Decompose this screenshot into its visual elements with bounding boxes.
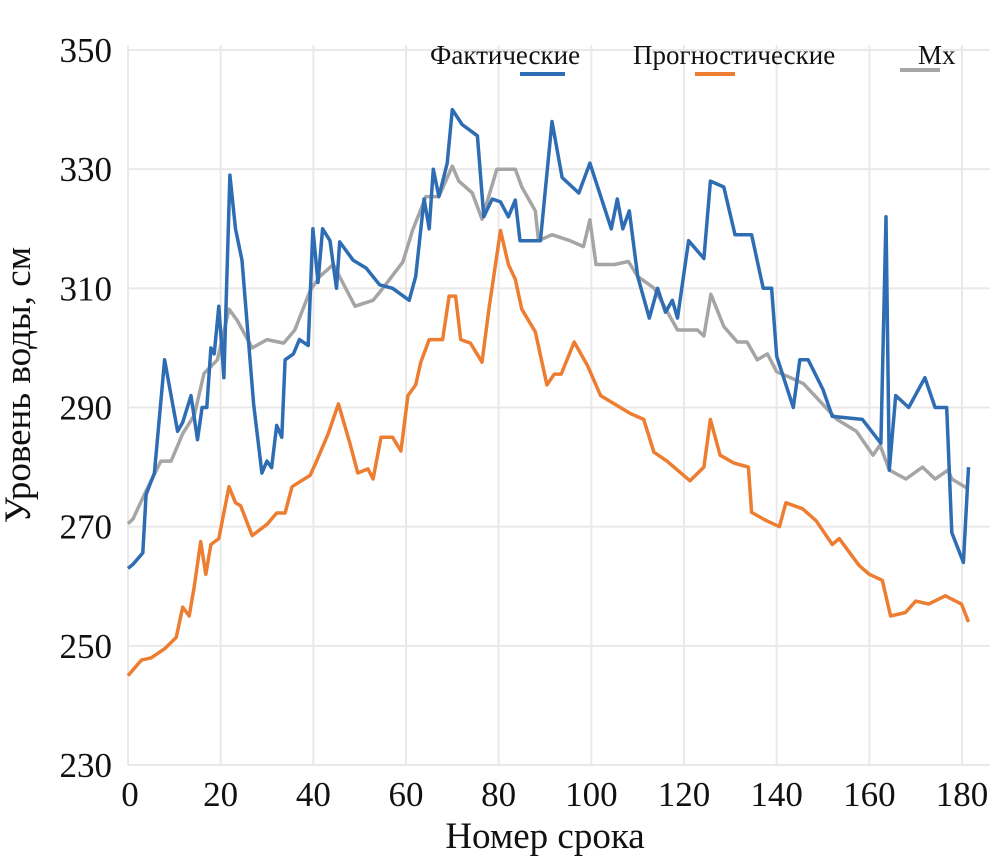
series-line-mx <box>126 164 968 525</box>
x-tick-label: 140 <box>750 775 803 814</box>
y-tick-label: 290 <box>60 389 113 428</box>
y-tick-label: 270 <box>60 508 113 547</box>
x-tick-label: 160 <box>843 775 896 814</box>
y-axis-label: Уровень воды, см <box>0 247 39 523</box>
x-tick-label: 20 <box>203 775 238 814</box>
x-tick-label: 60 <box>389 775 424 814</box>
series-group <box>126 107 971 677</box>
y-tick-label: 350 <box>60 31 113 70</box>
legend-label-actual: Фактические <box>430 40 580 70</box>
y-tick-label: 330 <box>60 150 113 189</box>
x-tick-label: 100 <box>565 775 618 814</box>
series-line-actual <box>126 107 971 570</box>
legend-label-forecast: Прогностические <box>633 40 835 70</box>
x-tick-label: 120 <box>658 775 711 814</box>
y-tick-label: 310 <box>60 269 113 308</box>
y-tick-labels: 230 250 270 290 310 330 350 <box>60 31 113 785</box>
x-tick-labels: 0 20 40 60 80 100 120 140 160 180 <box>121 775 988 814</box>
legend: Фактические Прогностические Mx <box>430 40 956 76</box>
x-tick-label: 0 <box>121 775 139 814</box>
x-tick-label: 80 <box>481 775 516 814</box>
x-axis-label: Номер срока <box>445 816 644 857</box>
x-tick-label: 180 <box>936 775 989 814</box>
x-tick-label: 40 <box>296 775 331 814</box>
y-tick-label: 230 <box>60 746 113 785</box>
y-tick-label: 250 <box>60 627 113 666</box>
legend-label-mx: Mx <box>918 40 956 70</box>
series-line-forecast <box>126 228 971 677</box>
